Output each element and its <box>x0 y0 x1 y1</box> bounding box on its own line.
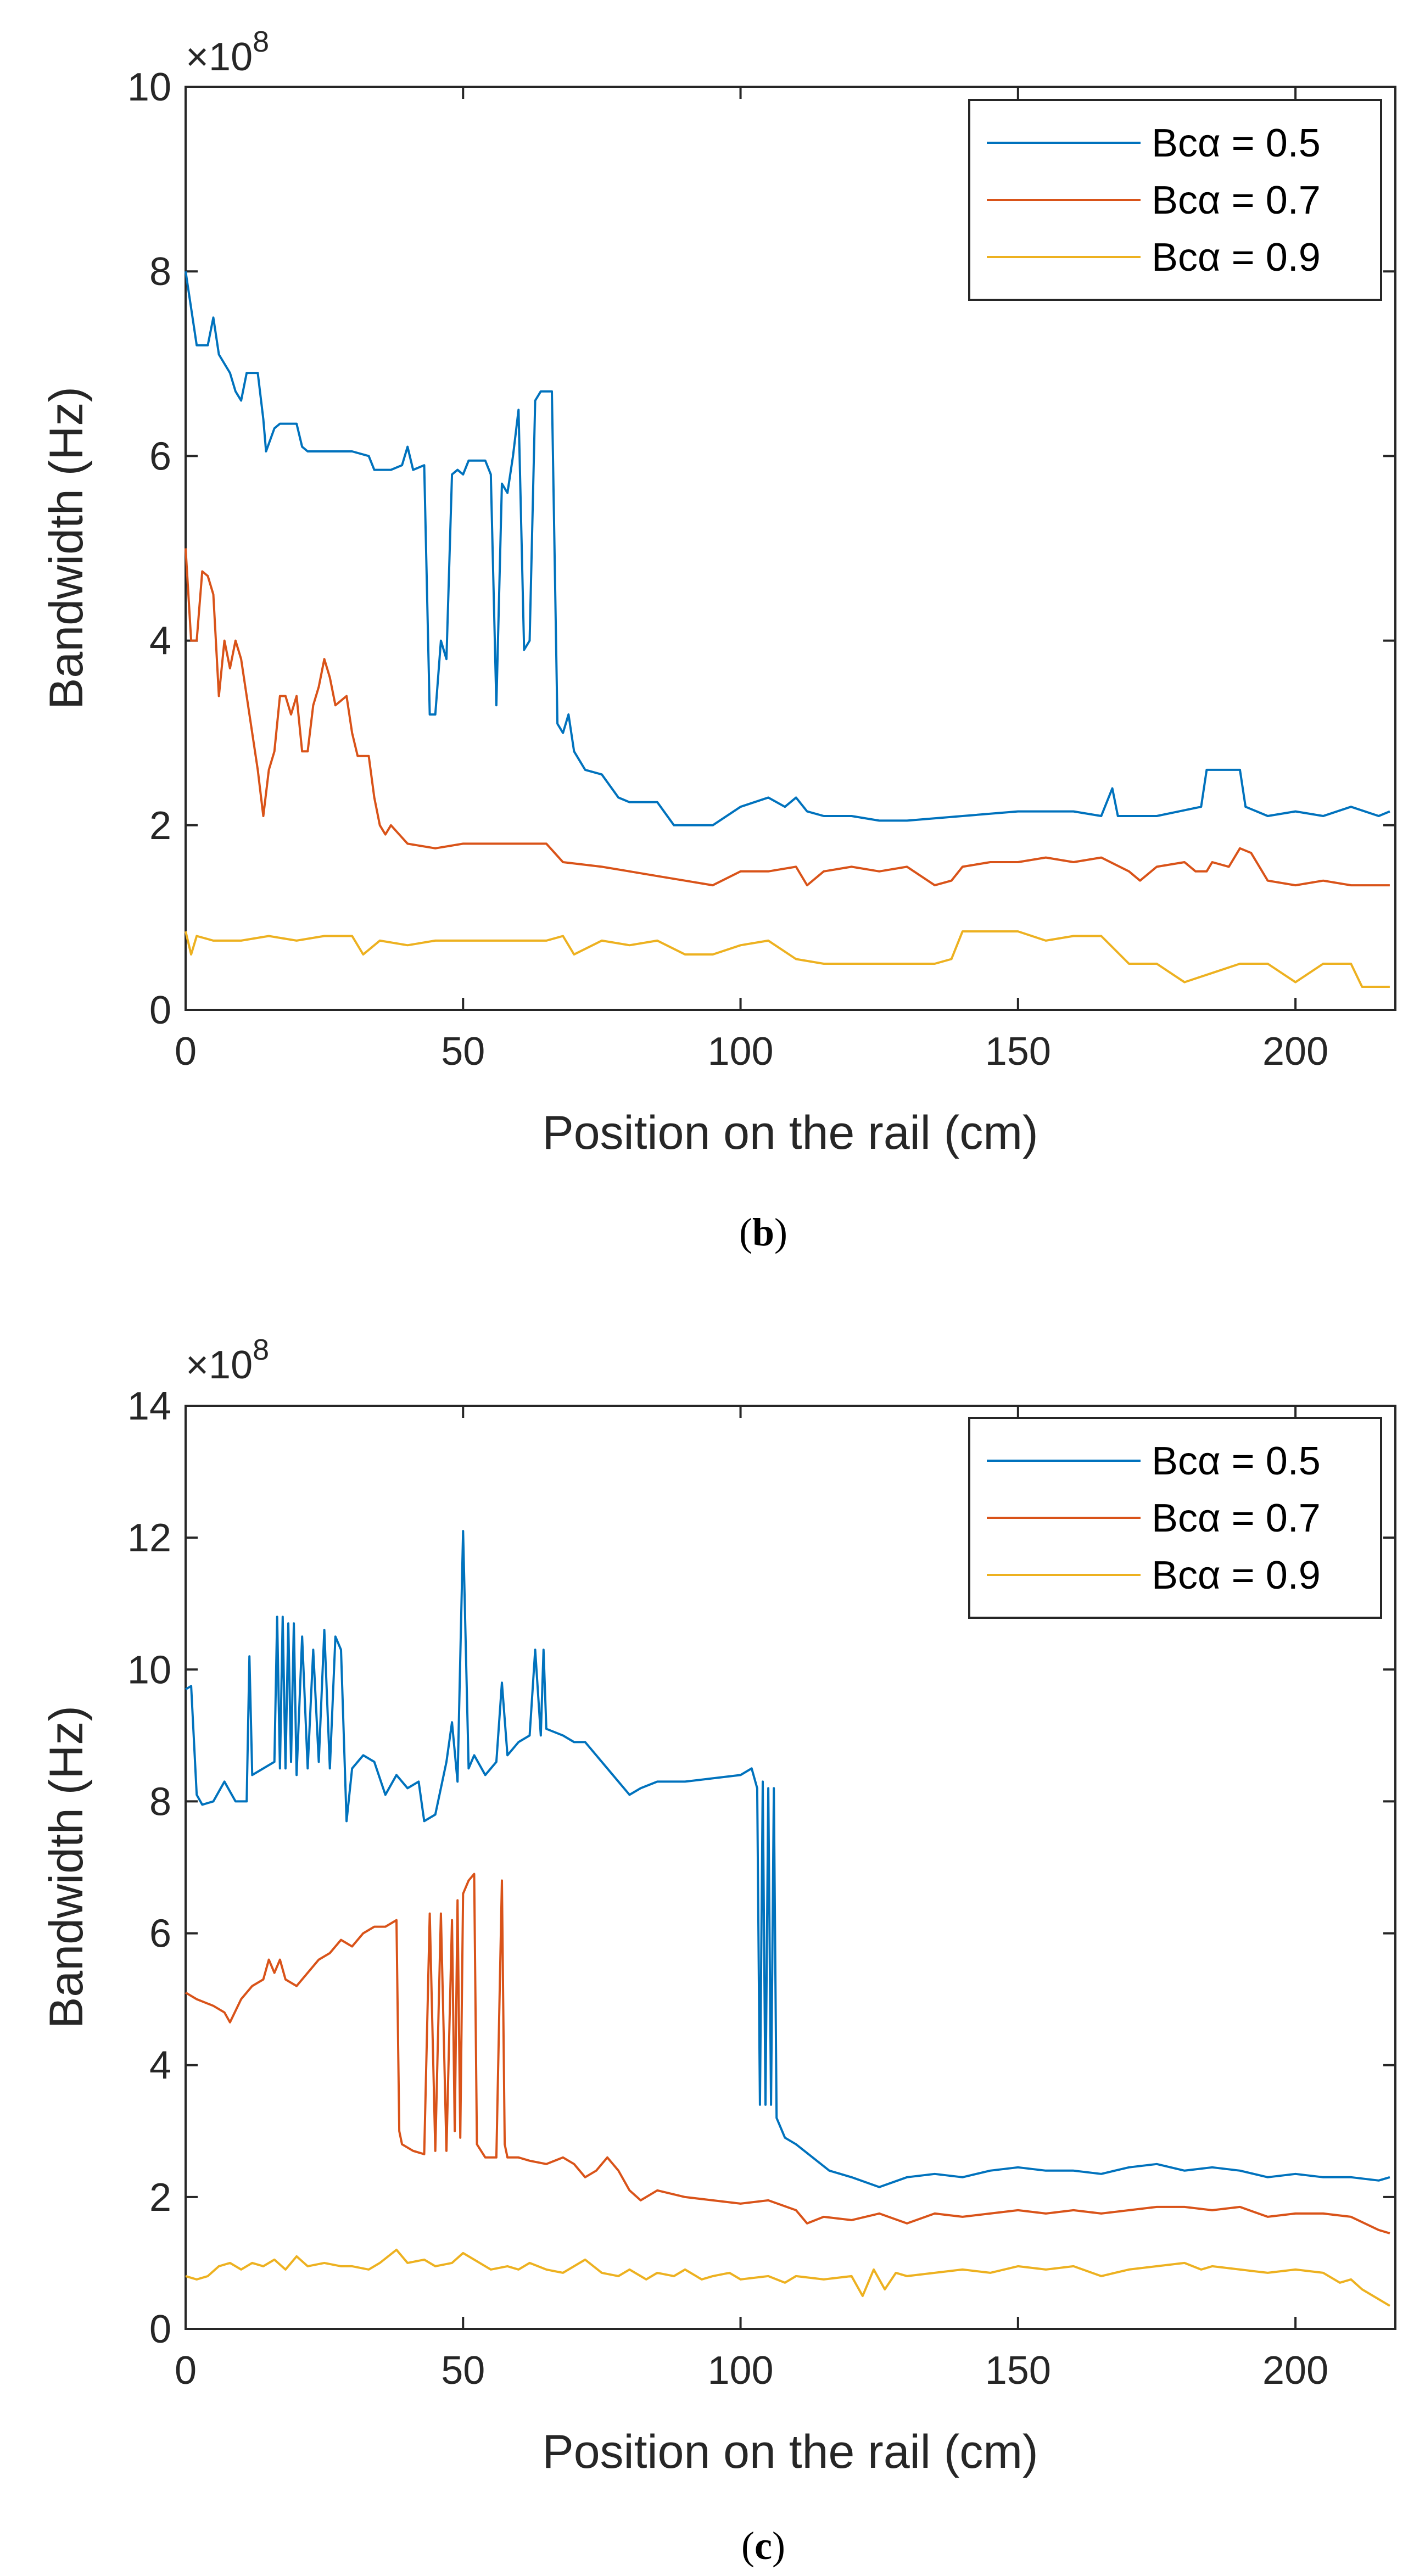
y-axis-label-c: Bandwidth (Hz) <box>40 1706 93 2029</box>
series-line-3 <box>185 2248 1390 2307</box>
series-layer-c <box>185 1530 1390 2307</box>
x-tick-label: 50 <box>441 1030 485 1074</box>
x-tick-label: 150 <box>985 1030 1051 1074</box>
x-tick-label: 50 <box>441 2349 485 2393</box>
chart-panel-c: 0 2 4 6 8 10 12 14 0 50 100 150 200 ×108 Bandwidth … <box>40 1333 1396 2568</box>
y-exponent-c: ×108 <box>186 1333 269 1387</box>
x-tick-label: 0 <box>175 1030 197 1074</box>
legend-label-2: Bcα = 0.7 <box>1152 178 1321 222</box>
legend-label-2: Bcα = 0.7 <box>1152 1496 1321 1540</box>
y-tick-label: 2 <box>149 804 171 848</box>
y-tick-label: 10 <box>127 65 171 109</box>
legend-label-3: Bcα = 0.9 <box>1152 236 1321 280</box>
series-layer-b <box>185 271 1390 988</box>
x-tick-label: 0 <box>175 2349 197 2393</box>
legend-label-3: Bcα = 0.9 <box>1152 1554 1321 1597</box>
x-ticks-b: 0 50 100 150 200 <box>175 87 1328 1074</box>
y-tick-label: 2 <box>149 2176 171 2220</box>
x-axis-label-b: Position on the rail (cm) <box>542 1107 1038 1159</box>
series-line-1 <box>185 1530 1390 2188</box>
legend-label-1: Bcα = 0.5 <box>1152 1439 1321 1483</box>
series-line-1 <box>185 271 1390 826</box>
y-tick-label: 4 <box>149 2044 171 2088</box>
y-axis-label-b: Bandwidth (Hz) <box>40 387 93 709</box>
x-tick-label: 100 <box>707 2349 773 2393</box>
x-axis-label-c: Position on the rail (cm) <box>542 2426 1038 2478</box>
legend-label-1: Bcα = 0.5 <box>1152 121 1321 165</box>
y-tick-label: 14 <box>127 1384 171 1428</box>
y-tick-label: 4 <box>149 619 171 663</box>
series-line-2 <box>185 1873 1390 2234</box>
x-tick-label: 200 <box>1262 1030 1328 1074</box>
series-line-2 <box>185 548 1390 887</box>
y-tick-label: 0 <box>149 2307 171 2351</box>
x-tick-label: 150 <box>985 2349 1051 2393</box>
caption-b: (b) <box>739 1210 787 1254</box>
y-tick-label: 8 <box>149 250 171 294</box>
y-tick-label: 0 <box>149 988 171 1032</box>
chart-panel-b: 0 2 4 6 8 10 0 50 100 150 200 ×108 Bandwidth (Hz)… <box>40 25 1396 1254</box>
legend-b: Bcα = 0.5 Bcα = 0.7 Bcα = 0.9 <box>968 99 1382 301</box>
x-ticks-c: 0 50 100 150 200 <box>175 1406 1328 2393</box>
y-tick-label: 12 <box>127 1516 171 1560</box>
legend-c: Bcα = 0.5 Bcα = 0.7 Bcα = 0.9 <box>968 1417 1382 1619</box>
y-tick-label: 10 <box>127 1648 171 1692</box>
y-tick-label: 6 <box>149 434 171 478</box>
y-ticks-c: 0 2 4 6 8 10 12 14 <box>127 1384 1395 2351</box>
y-ticks-b: 0 2 4 6 8 10 <box>127 65 1395 1032</box>
caption-c: (c) <box>741 2524 785 2568</box>
series-line-3 <box>185 930 1390 988</box>
y-tick-label: 8 <box>149 1780 171 1824</box>
x-tick-label: 100 <box>707 1030 773 1074</box>
y-exponent-b: ×108 <box>186 25 269 79</box>
x-tick-label: 200 <box>1262 2349 1328 2393</box>
y-tick-label: 6 <box>149 1912 171 1956</box>
